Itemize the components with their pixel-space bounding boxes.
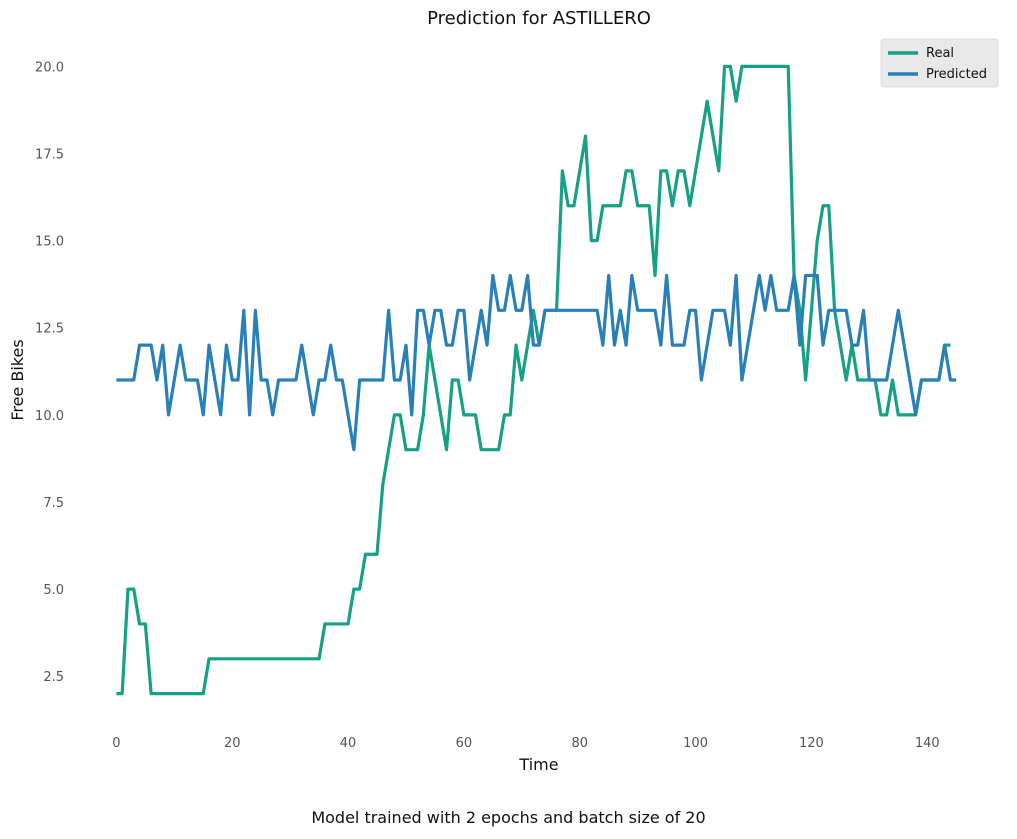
legend: Real Predicted xyxy=(880,38,999,88)
y-tick-label: 15.0 xyxy=(35,235,64,250)
x-tick-label: 20 xyxy=(224,736,241,751)
plot-area xyxy=(116,64,957,696)
x-tick-label: 120 xyxy=(799,736,824,751)
chart-caption: Model trained with 2 epochs and batch si… xyxy=(311,808,706,827)
x-tick-label: 140 xyxy=(915,736,940,751)
chart-title: Prediction for ASTILLERO xyxy=(427,8,651,29)
y-axis-label: Free Bikes xyxy=(8,339,27,420)
y-tick-label: 17.5 xyxy=(35,147,64,162)
x-axis-label: Time xyxy=(518,755,558,774)
series-line-predicted xyxy=(116,273,957,452)
legend-label-predicted: Predicted xyxy=(926,67,987,82)
y-tick-label: 7.5 xyxy=(43,496,64,511)
series-line-real xyxy=(116,64,951,696)
y-axis-ticks: 2.5 5.0 7.5 10.0 12.5 15.0 17.5 20.0 xyxy=(35,60,64,685)
x-tick-label: 0 xyxy=(112,736,120,751)
y-tick-label: 5.0 xyxy=(43,583,64,598)
x-axis-ticks: 0 20 40 60 80 100 120 140 xyxy=(112,736,939,751)
x-tick-label: 100 xyxy=(683,736,708,751)
x-tick-label: 60 xyxy=(456,736,473,751)
x-tick-label: 40 xyxy=(340,736,357,751)
legend-label-real: Real xyxy=(926,46,954,61)
y-tick-label: 12.5 xyxy=(35,322,64,337)
y-tick-label: 2.5 xyxy=(43,670,64,685)
y-tick-label: 10.0 xyxy=(35,409,64,424)
y-tick-label: 20.0 xyxy=(35,60,64,75)
x-tick-label: 80 xyxy=(571,736,588,751)
